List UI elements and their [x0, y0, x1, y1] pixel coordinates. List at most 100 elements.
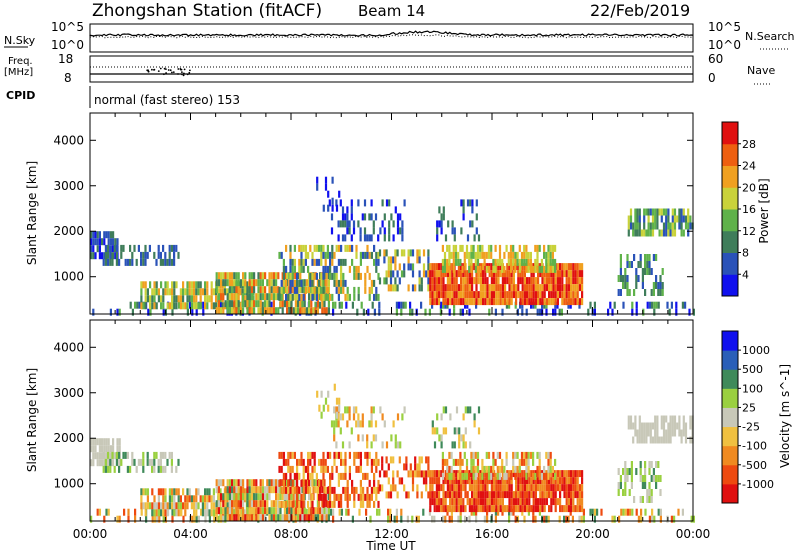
heatmap-cell — [438, 498, 441, 506]
heatmap-cell — [650, 268, 653, 275]
heatmap-cell — [103, 252, 106, 260]
heatmap-cell — [277, 479, 280, 487]
heatmap-cell — [144, 281, 147, 289]
heatmap-cell — [490, 491, 493, 499]
heatmap-cell — [109, 465, 112, 473]
heatmap-cell — [378, 508, 381, 516]
heatmap-cell — [237, 514, 240, 522]
heatmap-cell — [521, 301, 524, 309]
heatmap-cell — [492, 458, 495, 466]
heatmap-cell — [171, 308, 174, 316]
heatmap-cell — [538, 451, 541, 459]
heatmap-cell — [493, 477, 496, 485]
heatmap-cell — [113, 465, 116, 473]
heatmap-cell — [407, 470, 410, 478]
heatmap-cell — [348, 451, 351, 459]
heatmap-cell — [368, 493, 371, 501]
heatmap-cell — [671, 208, 674, 216]
nave-point — [167, 69, 170, 71]
heatmap-cell — [257, 272, 260, 280]
heatmap-cell — [281, 272, 284, 280]
heatmap-cell — [561, 477, 564, 485]
velocity-ylabel: Slant Range [km] — [25, 368, 39, 472]
heatmap-cell — [482, 291, 485, 299]
heatmap-cell — [572, 470, 575, 478]
heatmap-cell — [193, 495, 196, 503]
heatmap-cell — [637, 261, 640, 268]
heatmap-cell — [168, 302, 171, 310]
heatmap-cell — [321, 500, 324, 508]
heatmap-cell — [177, 251, 180, 259]
heatmap-cell — [278, 500, 281, 508]
heatmap-cell — [497, 505, 500, 513]
heatmap-cell — [660, 208, 663, 216]
heatmap-cell — [537, 298, 540, 306]
heatmap-cell — [162, 451, 165, 459]
heatmap-cell — [92, 308, 95, 316]
colorbar-tick-label: 24 — [742, 160, 756, 173]
heatmap-cell — [312, 507, 315, 515]
heatmap-cell — [321, 507, 324, 515]
heatmap-cell — [484, 270, 487, 278]
heatmap-cell — [574, 263, 577, 271]
heatmap-cell — [231, 279, 234, 287]
heatmap-cell — [554, 458, 557, 466]
heatmap-cell — [479, 251, 482, 259]
heatmap-cell — [652, 254, 655, 261]
heatmap-cell — [665, 429, 668, 437]
heatmap-cell — [443, 265, 447, 273]
heatmap-cell — [270, 507, 273, 515]
heatmap-cell — [495, 270, 498, 278]
heatmap-cell — [641, 475, 644, 482]
heatmap-cell — [477, 298, 480, 306]
heatmap-cell — [444, 470, 447, 478]
heatmap-cell — [462, 484, 465, 492]
heatmap-cell — [173, 495, 176, 503]
heatmap-cell — [554, 277, 557, 285]
heatmap-cell — [253, 479, 256, 487]
heatmap-cell — [309, 244, 312, 252]
heatmap-cell — [538, 508, 541, 516]
heatmap-cell — [512, 491, 515, 499]
heatmap-cell — [299, 493, 302, 501]
heatmap-cell — [220, 307, 223, 315]
power-colorbar-label: Power [dB] — [757, 178, 771, 243]
heatmap-cell — [591, 508, 594, 516]
heatmap-cell — [375, 465, 378, 473]
heatmap-cell — [368, 286, 371, 294]
heatmap-cell — [270, 279, 273, 287]
heatmap-cell — [523, 277, 526, 285]
heatmap-cell — [659, 289, 662, 296]
heatmap-cell — [462, 505, 465, 513]
heatmap-cell — [460, 491, 463, 499]
heatmap-cell — [554, 477, 557, 485]
heatmap-cell — [375, 451, 378, 459]
heatmap-cell — [90, 231, 93, 239]
heatmap-cell — [543, 270, 546, 278]
heatmap-cell — [455, 427, 459, 435]
heatmap-cell — [460, 263, 463, 271]
heatmap-cell — [482, 477, 485, 485]
heatmap-cell — [565, 491, 568, 499]
heatmap-cell — [311, 251, 314, 259]
heatmap-cell — [517, 284, 520, 292]
heatmap-cell — [498, 251, 502, 259]
heatmap-cell — [532, 477, 535, 485]
heatmap-cell — [144, 295, 147, 303]
heatmap-cell — [527, 265, 530, 273]
heatmap-cell — [635, 301, 638, 309]
heatmap-cell — [365, 508, 368, 516]
heatmap-cell — [569, 508, 572, 516]
heatmap-cell — [468, 515, 471, 523]
heatmap-cell — [486, 277, 489, 285]
heatmap-cell — [270, 479, 273, 487]
heatmap-cell — [149, 308, 152, 316]
heatmap-cell — [248, 507, 251, 515]
heatmap-cell — [482, 498, 485, 506]
heatmap-cell — [248, 272, 251, 280]
heatmap-cell — [112, 445, 115, 453]
heatmap-cell — [630, 461, 633, 468]
heatmap-cell — [666, 301, 669, 309]
heatmap-cell — [346, 220, 349, 228]
heatmap-cell — [310, 300, 313, 308]
